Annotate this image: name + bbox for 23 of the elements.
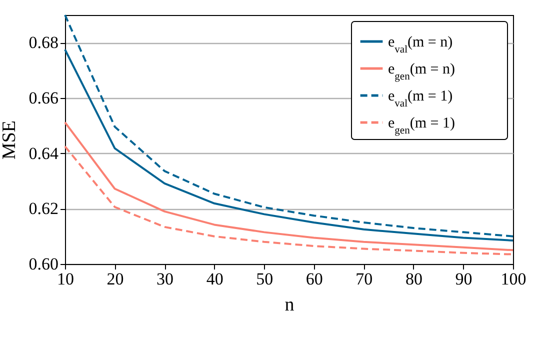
x-tick-label: 70: [356, 270, 373, 288]
x-tick-label: 80: [405, 270, 422, 288]
line-series: [64, 145, 514, 256]
legend-label: e$_{gen}$(m = 1): [388, 116, 455, 136]
x-tick-label: 40: [206, 270, 224, 288]
y-tick-label: 0.62: [28, 199, 58, 218]
y-axis-title: MSE: [0, 120, 20, 160]
x-tick-label: 60: [306, 270, 323, 288]
x-tick-label: 50: [256, 270, 274, 288]
legend-label: e$_{val}$(m = n): [388, 34, 453, 55]
x-tick-label: 90: [455, 270, 472, 288]
x-tick-label: 30: [156, 270, 174, 288]
y-tick-label: 0.68: [28, 33, 58, 52]
x-tick-label: 20: [106, 270, 124, 288]
legend-label: e$_{val}$(m = 1): [388, 88, 453, 109]
x-tick-label: 100: [500, 270, 526, 288]
legend-label: e$_{gen}$(m = n): [388, 62, 455, 82]
x-tick-label: 10: [57, 270, 74, 288]
y-tick-label: 0.60: [28, 254, 58, 274]
line-series: [64, 14, 514, 238]
x-axis-title: n: [284, 294, 295, 316]
y-tick-label: 0.64: [28, 144, 59, 163]
y-tick-label: 0.66: [28, 88, 58, 108]
